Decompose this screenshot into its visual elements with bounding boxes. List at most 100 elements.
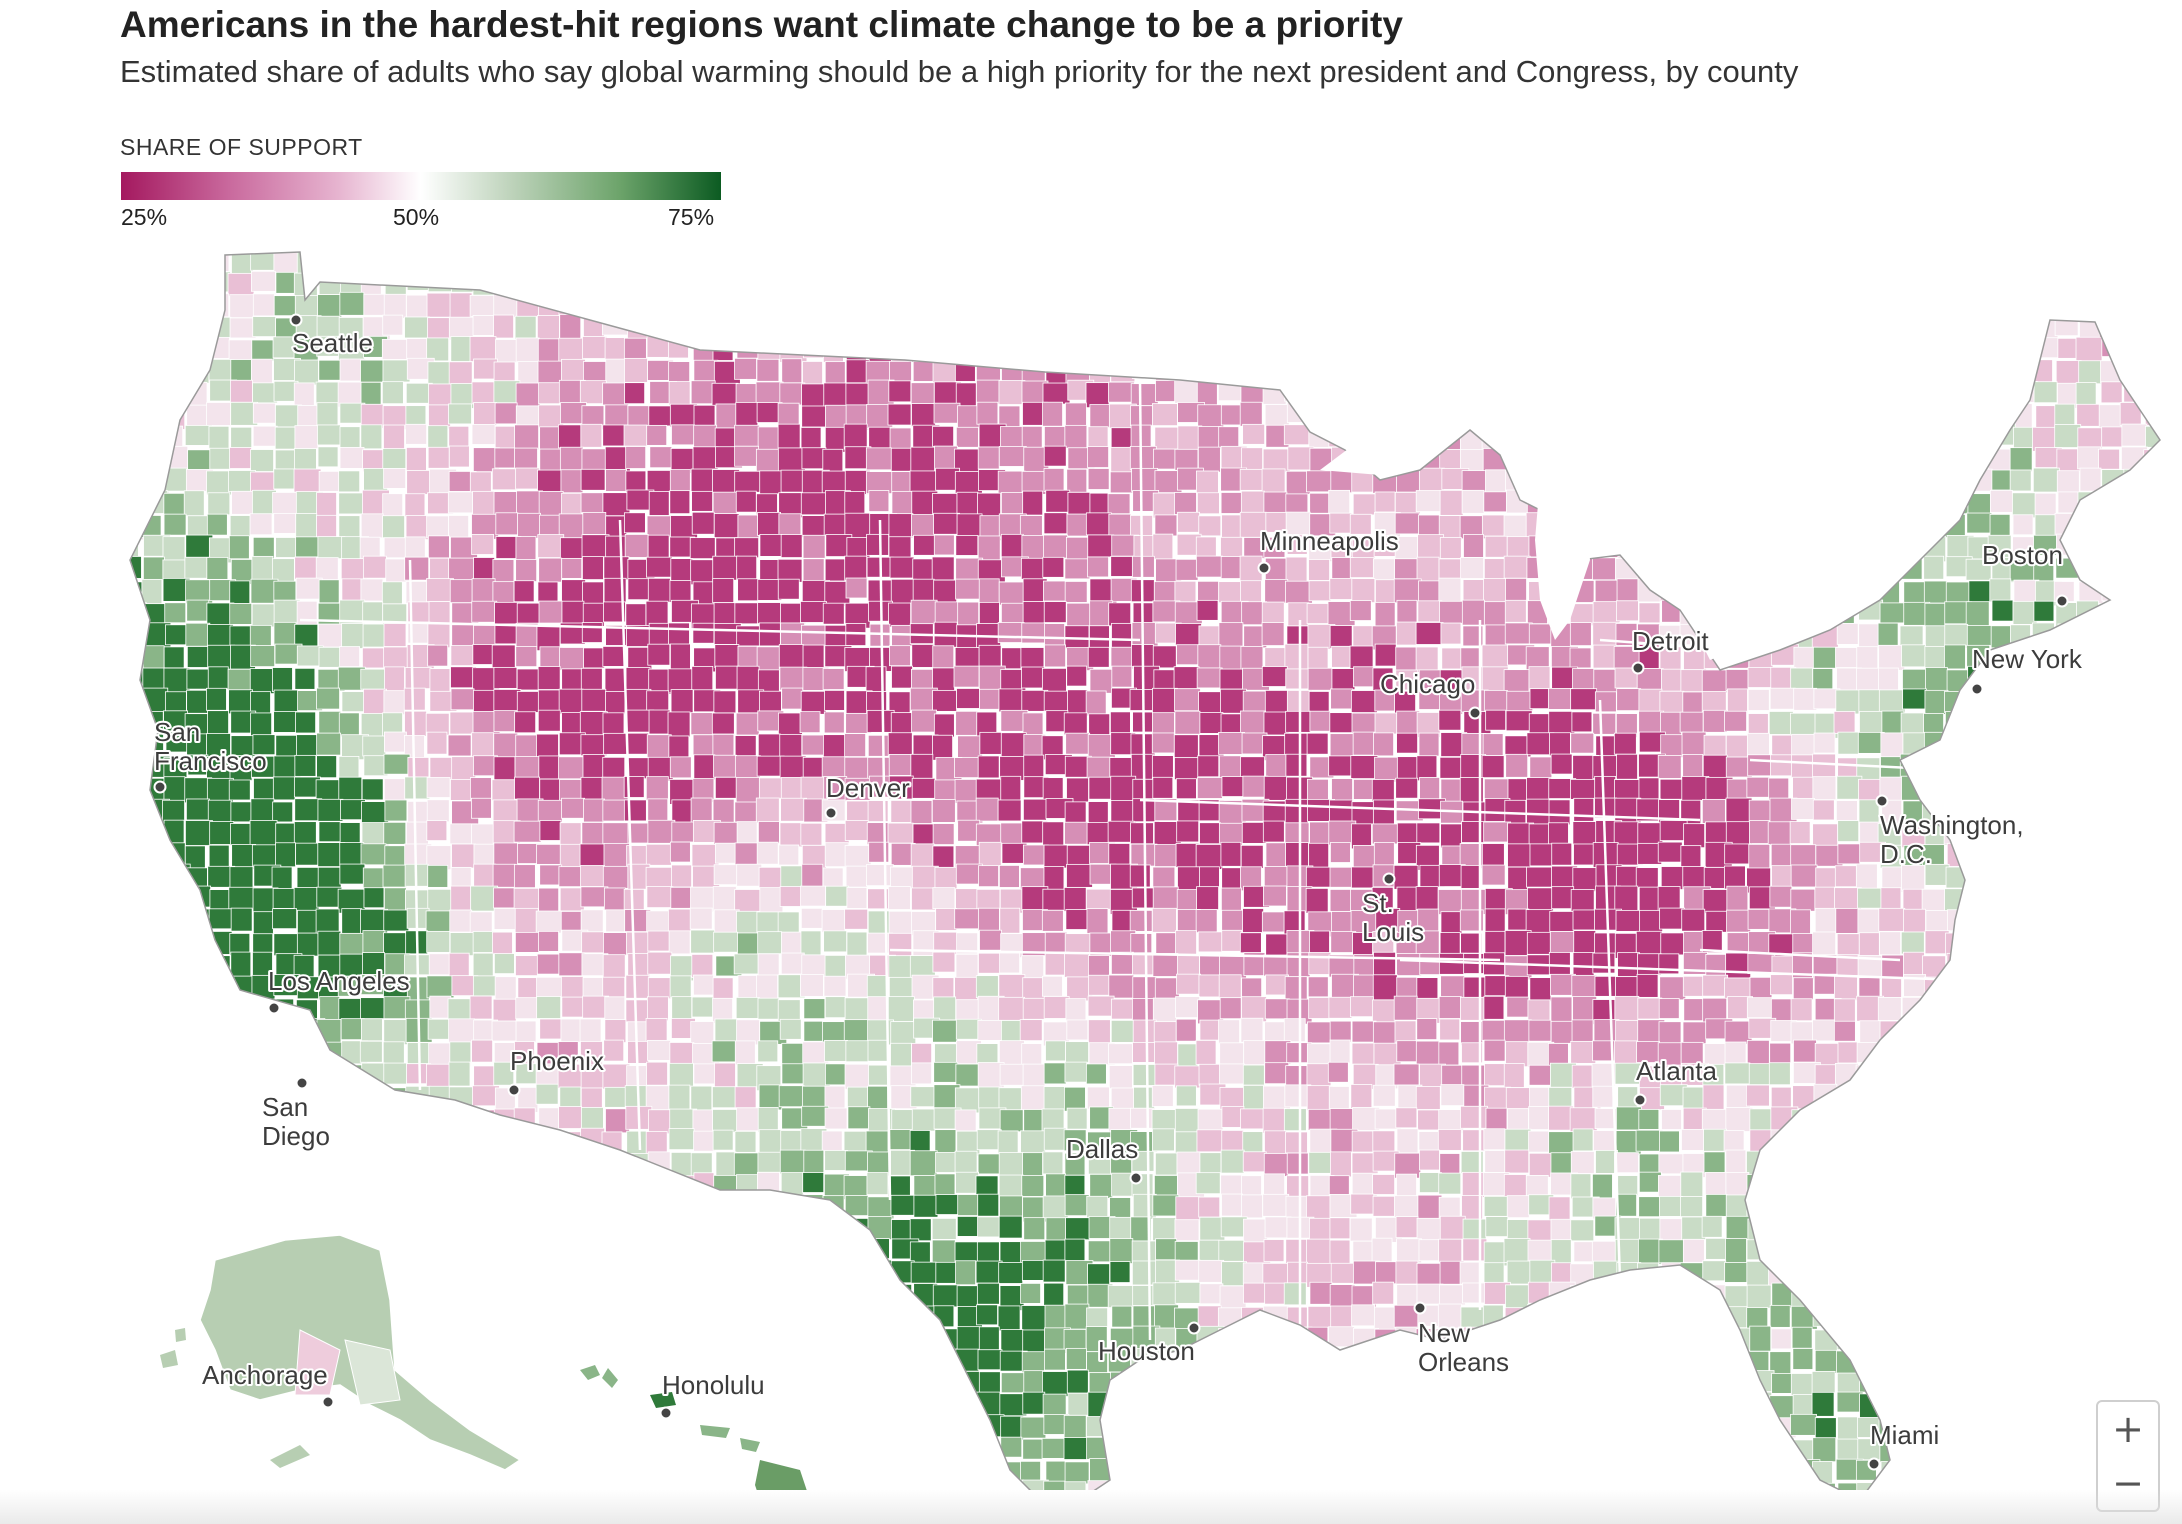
- county-cell[interactable]: [1152, 293, 1181, 316]
- county-cell[interactable]: [2009, 1108, 2037, 1130]
- county-cell[interactable]: [601, 270, 626, 296]
- county-cell[interactable]: [183, 1020, 211, 1047]
- county-cell[interactable]: [627, 1305, 653, 1329]
- county-cell[interactable]: [1877, 249, 1905, 271]
- county-cell[interactable]: [2144, 908, 2168, 934]
- county-cell[interactable]: [404, 1130, 427, 1154]
- county-cell[interactable]: [2011, 273, 2040, 300]
- county-cell[interactable]: [1199, 294, 1226, 316]
- county-cell[interactable]: [1131, 1240, 1160, 1263]
- county-cell[interactable]: [1023, 250, 1047, 276]
- county-cell[interactable]: [473, 1307, 500, 1330]
- county-cell[interactable]: [1855, 863, 1878, 890]
- county-cell[interactable]: [428, 1325, 453, 1350]
- county-cell[interactable]: [338, 1108, 366, 1133]
- county-cell[interactable]: [1637, 953, 1662, 976]
- county-cell[interactable]: [1241, 1350, 1266, 1376]
- county-cell[interactable]: [384, 1259, 413, 1286]
- county-cell[interactable]: [1131, 269, 1153, 293]
- county-cell[interactable]: [1283, 1018, 1306, 1043]
- county-cell[interactable]: [1659, 446, 1685, 468]
- county-cell[interactable]: [2054, 952, 2082, 978]
- county-cell[interactable]: [1969, 292, 1994, 315]
- county-cell[interactable]: [823, 1260, 847, 1284]
- county-cell[interactable]: [2077, 1329, 2106, 1355]
- county-cell[interactable]: [1219, 1391, 1247, 1415]
- county-cell[interactable]: [494, 1194, 517, 1220]
- county-cell[interactable]: [866, 533, 889, 556]
- county-cell[interactable]: [1285, 1350, 1313, 1376]
- county-cell[interactable]: [119, 908, 146, 930]
- county-cell[interactable]: [755, 448, 782, 472]
- county-cell[interactable]: [1418, 732, 1440, 757]
- county-cell[interactable]: [316, 402, 339, 428]
- county-cell[interactable]: [1837, 843, 1861, 865]
- county-cell[interactable]: [1372, 1174, 1395, 1195]
- county-cell[interactable]: [2166, 954, 2182, 979]
- county-cell[interactable]: [911, 887, 936, 911]
- county-cell[interactable]: [2098, 864, 2124, 891]
- county-cell[interactable]: [1264, 578, 1289, 604]
- county-cell[interactable]: [2077, 427, 2103, 450]
- county-cell[interactable]: [381, 581, 403, 605]
- county-cell[interactable]: [2012, 315, 2039, 341]
- county-cell[interactable]: [426, 337, 450, 362]
- county-cell[interactable]: [163, 909, 190, 932]
- county-cell[interactable]: [251, 270, 276, 292]
- county-cell[interactable]: [1569, 647, 1592, 669]
- county-cell[interactable]: [1990, 778, 2013, 804]
- county-cell[interactable]: [2077, 842, 2101, 867]
- county-cell[interactable]: [1681, 315, 1708, 342]
- county-cell[interactable]: [737, 1260, 759, 1287]
- county-cell[interactable]: [580, 886, 609, 908]
- county-cell[interactable]: [252, 402, 276, 424]
- county-cell[interactable]: [1922, 469, 1947, 495]
- county-cell[interactable]: [671, 1283, 696, 1309]
- county-cell[interactable]: [1990, 1306, 2013, 1328]
- county-cell[interactable]: [536, 843, 565, 865]
- county-cell[interactable]: [2141, 600, 2167, 624]
- county-cell[interactable]: [2032, 1372, 2061, 1399]
- county-cell[interactable]: [1174, 379, 1199, 404]
- county-cell[interactable]: [1702, 889, 1730, 914]
- county-cell[interactable]: [824, 1039, 848, 1062]
- county-cell[interactable]: [208, 1107, 230, 1130]
- county-cell[interactable]: [779, 1149, 806, 1175]
- county-cell[interactable]: [1570, 423, 1593, 445]
- county-cell[interactable]: [2164, 513, 2182, 533]
- county-cell[interactable]: [1219, 1063, 1245, 1085]
- county-cell[interactable]: [691, 270, 719, 295]
- county-cell[interactable]: [1262, 248, 1290, 270]
- county-cell[interactable]: [2123, 669, 2149, 693]
- county-cell[interactable]: [426, 292, 452, 318]
- county-cell[interactable]: [1724, 1306, 1748, 1329]
- county-cell[interactable]: [514, 776, 540, 800]
- county-cell[interactable]: [1770, 533, 1798, 560]
- county-cell[interactable]: [1989, 1284, 2015, 1306]
- county-cell[interactable]: [1769, 1304, 1791, 1328]
- county-cell[interactable]: [583, 361, 607, 382]
- county-cell[interactable]: [910, 446, 936, 473]
- county-cell[interactable]: [405, 1085, 432, 1109]
- county-cell[interactable]: [2121, 512, 2146, 537]
- county-cell[interactable]: [318, 710, 342, 734]
- county-cell[interactable]: [1041, 667, 1067, 694]
- county-cell[interactable]: [604, 1086, 627, 1108]
- county-cell[interactable]: [2165, 491, 2182, 511]
- county-cell[interactable]: [2079, 1282, 2105, 1308]
- county-cell[interactable]: [448, 361, 473, 388]
- county-cell[interactable]: [1438, 952, 1467, 975]
- county-cell[interactable]: [890, 447, 914, 472]
- county-cell[interactable]: [648, 491, 670, 516]
- county-cell[interactable]: [429, 668, 451, 693]
- county-cell[interactable]: [2168, 1042, 2182, 1066]
- county-cell[interactable]: [143, 556, 165, 581]
- county-cell[interactable]: [1503, 1019, 1532, 1043]
- county-cell[interactable]: [1987, 1194, 2016, 1218]
- county-cell[interactable]: [1900, 1153, 1922, 1174]
- county-cell[interactable]: [539, 820, 562, 841]
- county-cell[interactable]: [1196, 599, 1219, 621]
- county-cell[interactable]: [1594, 467, 1617, 494]
- county-cell[interactable]: [2055, 1263, 2084, 1289]
- county-cell[interactable]: [1614, 511, 1642, 538]
